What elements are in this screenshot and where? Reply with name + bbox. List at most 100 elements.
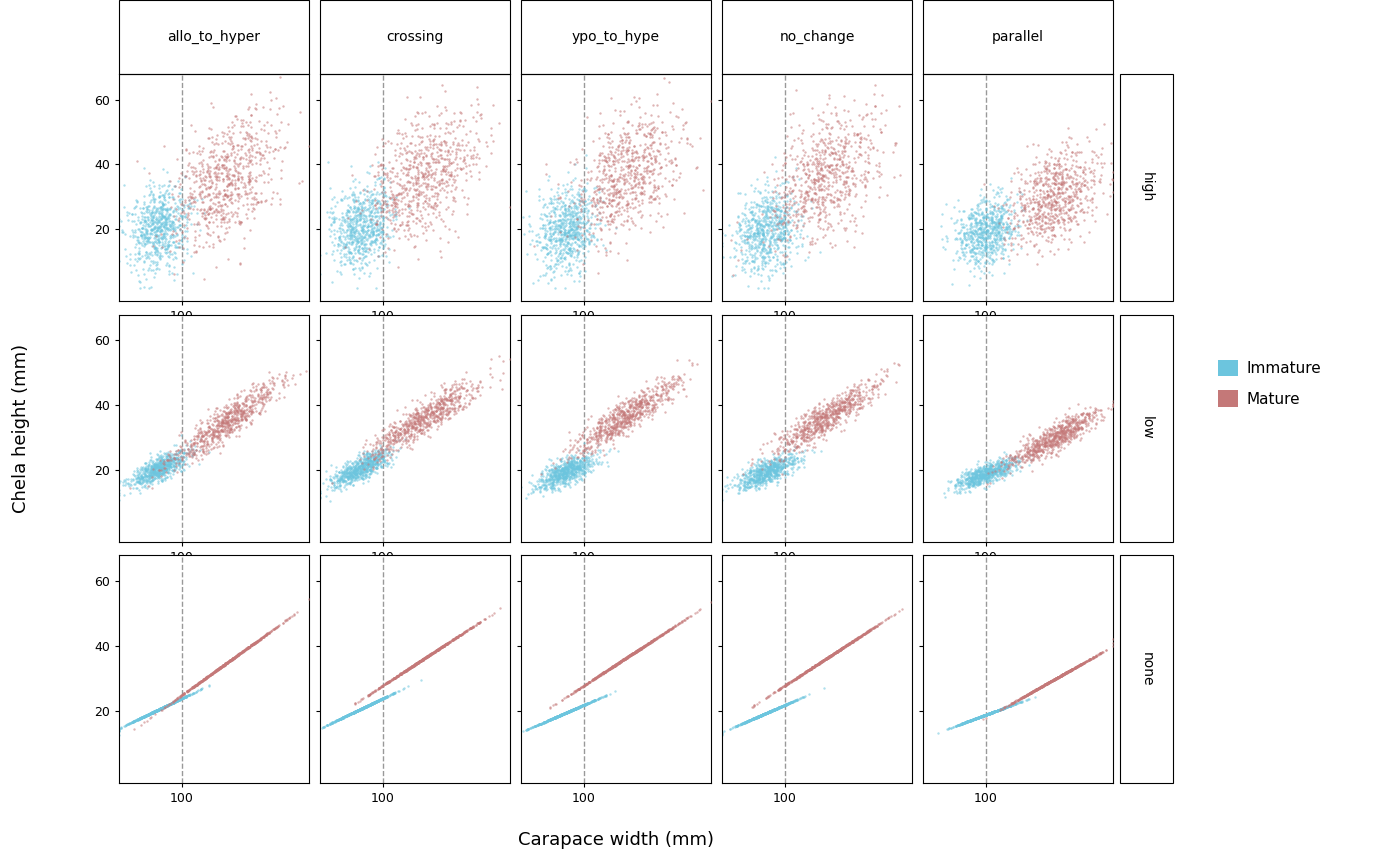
Point: [319, 494, 342, 508]
Point: [370, 225, 392, 239]
Point: [563, 453, 585, 467]
Point: [770, 461, 792, 475]
Point: [969, 710, 991, 724]
Point: [755, 457, 777, 471]
Point: [1071, 202, 1093, 215]
Point: [241, 405, 263, 419]
Point: [356, 469, 378, 483]
Point: [379, 442, 402, 456]
Point: [532, 268, 554, 282]
Point: [232, 176, 255, 189]
Point: [806, 418, 829, 432]
Point: [1044, 165, 1067, 179]
Point: [1009, 691, 1032, 705]
Point: [780, 260, 802, 273]
Point: [854, 171, 876, 185]
Point: [734, 229, 756, 243]
Point: [573, 679, 595, 693]
Point: [132, 462, 154, 476]
Point: [963, 712, 986, 726]
Point: [385, 207, 407, 221]
Point: [1040, 434, 1063, 448]
Point: [224, 650, 246, 663]
Point: [1054, 157, 1077, 171]
Point: [750, 471, 773, 484]
Point: [615, 651, 637, 665]
Point: [451, 626, 473, 640]
Point: [970, 182, 993, 195]
Point: [368, 240, 391, 253]
Point: [416, 196, 438, 210]
Point: [406, 657, 428, 670]
Point: [553, 202, 575, 215]
Point: [144, 466, 167, 480]
Point: [546, 709, 568, 723]
Point: [372, 678, 395, 692]
Point: [762, 703, 784, 717]
Point: [981, 239, 1004, 253]
Point: [561, 440, 584, 454]
Point: [808, 657, 830, 670]
Point: [728, 224, 750, 238]
Point: [414, 418, 437, 432]
Point: [1056, 182, 1078, 195]
Point: [1082, 163, 1105, 176]
Point: [267, 619, 290, 633]
Point: [342, 706, 364, 720]
Point: [220, 653, 242, 667]
Point: [1015, 688, 1037, 702]
Point: [1002, 695, 1025, 709]
Point: [603, 226, 626, 240]
Point: [406, 105, 428, 119]
Point: [574, 697, 596, 711]
Point: [599, 217, 622, 231]
Point: [1070, 657, 1092, 671]
Point: [406, 426, 428, 439]
Point: [750, 461, 773, 475]
Point: [539, 240, 561, 253]
Point: [629, 400, 651, 413]
Point: [969, 710, 991, 724]
Point: [157, 698, 179, 712]
Point: [770, 219, 792, 233]
Point: [637, 142, 659, 156]
Point: [637, 397, 659, 411]
Point: [409, 410, 431, 424]
Point: [557, 705, 580, 719]
Point: [210, 199, 232, 213]
Point: [767, 214, 790, 227]
Point: [165, 227, 188, 241]
Point: [224, 162, 246, 176]
Point: [526, 253, 549, 266]
Point: [843, 93, 865, 107]
Point: [321, 275, 343, 289]
Point: [969, 471, 991, 484]
Point: [851, 394, 874, 407]
Point: [652, 386, 675, 400]
Point: [1064, 182, 1086, 195]
Point: [741, 221, 763, 234]
Point: [158, 462, 181, 476]
Point: [206, 663, 228, 677]
Point: [354, 468, 377, 482]
Point: [165, 695, 188, 708]
Point: [552, 707, 574, 721]
Point: [993, 215, 1015, 229]
Point: [797, 228, 819, 242]
Point: [399, 162, 421, 176]
Point: [956, 714, 979, 728]
Point: [788, 670, 811, 683]
Point: [626, 394, 648, 407]
Point: [549, 708, 571, 722]
Point: [834, 144, 857, 158]
Point: [1037, 172, 1060, 186]
Point: [745, 465, 767, 478]
Point: [745, 238, 767, 252]
Point: [732, 716, 755, 730]
Point: [182, 443, 204, 457]
Point: [136, 708, 158, 722]
Point: [434, 638, 456, 651]
Point: [799, 662, 822, 676]
Point: [398, 183, 420, 197]
Point: [1011, 449, 1033, 463]
